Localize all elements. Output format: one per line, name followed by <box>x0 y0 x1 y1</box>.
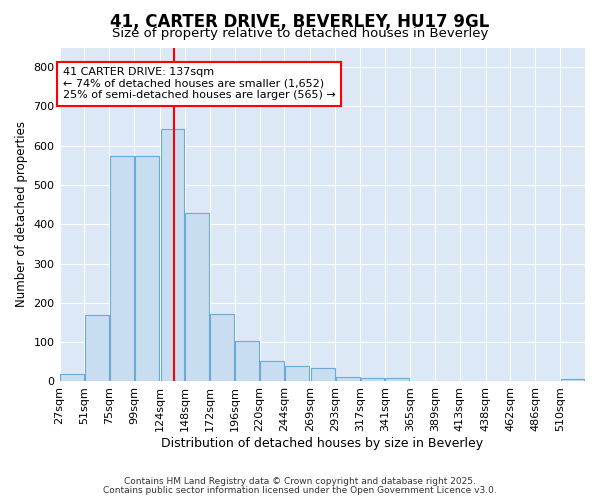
Bar <box>560 379 584 382</box>
Bar <box>85 316 109 382</box>
Bar <box>134 156 158 382</box>
Text: Size of property relative to detached houses in Beverley: Size of property relative to detached ho… <box>112 28 488 40</box>
Bar <box>361 378 385 382</box>
X-axis label: Distribution of detached houses by size in Beverley: Distribution of detached houses by size … <box>161 437 484 450</box>
Bar <box>235 341 259 382</box>
Bar <box>110 156 134 382</box>
Text: 41, CARTER DRIVE, BEVERLEY, HU17 9GL: 41, CARTER DRIVE, BEVERLEY, HU17 9GL <box>110 12 490 30</box>
Text: 41 CARTER DRIVE: 137sqm
← 74% of detached houses are smaller (1,652)
25% of semi: 41 CARTER DRIVE: 137sqm ← 74% of detache… <box>62 67 335 100</box>
Bar <box>60 374 84 382</box>
Text: Contains public sector information licensed under the Open Government Licence v3: Contains public sector information licen… <box>103 486 497 495</box>
Text: Contains HM Land Registry data © Crown copyright and database right 2025.: Contains HM Land Registry data © Crown c… <box>124 477 476 486</box>
Bar <box>311 368 335 382</box>
Bar <box>161 129 184 382</box>
Y-axis label: Number of detached properties: Number of detached properties <box>15 122 28 308</box>
Bar <box>385 378 409 382</box>
Bar <box>285 366 309 382</box>
Bar <box>185 212 209 382</box>
Bar <box>211 314 234 382</box>
Bar <box>336 376 359 382</box>
Bar <box>260 361 284 382</box>
